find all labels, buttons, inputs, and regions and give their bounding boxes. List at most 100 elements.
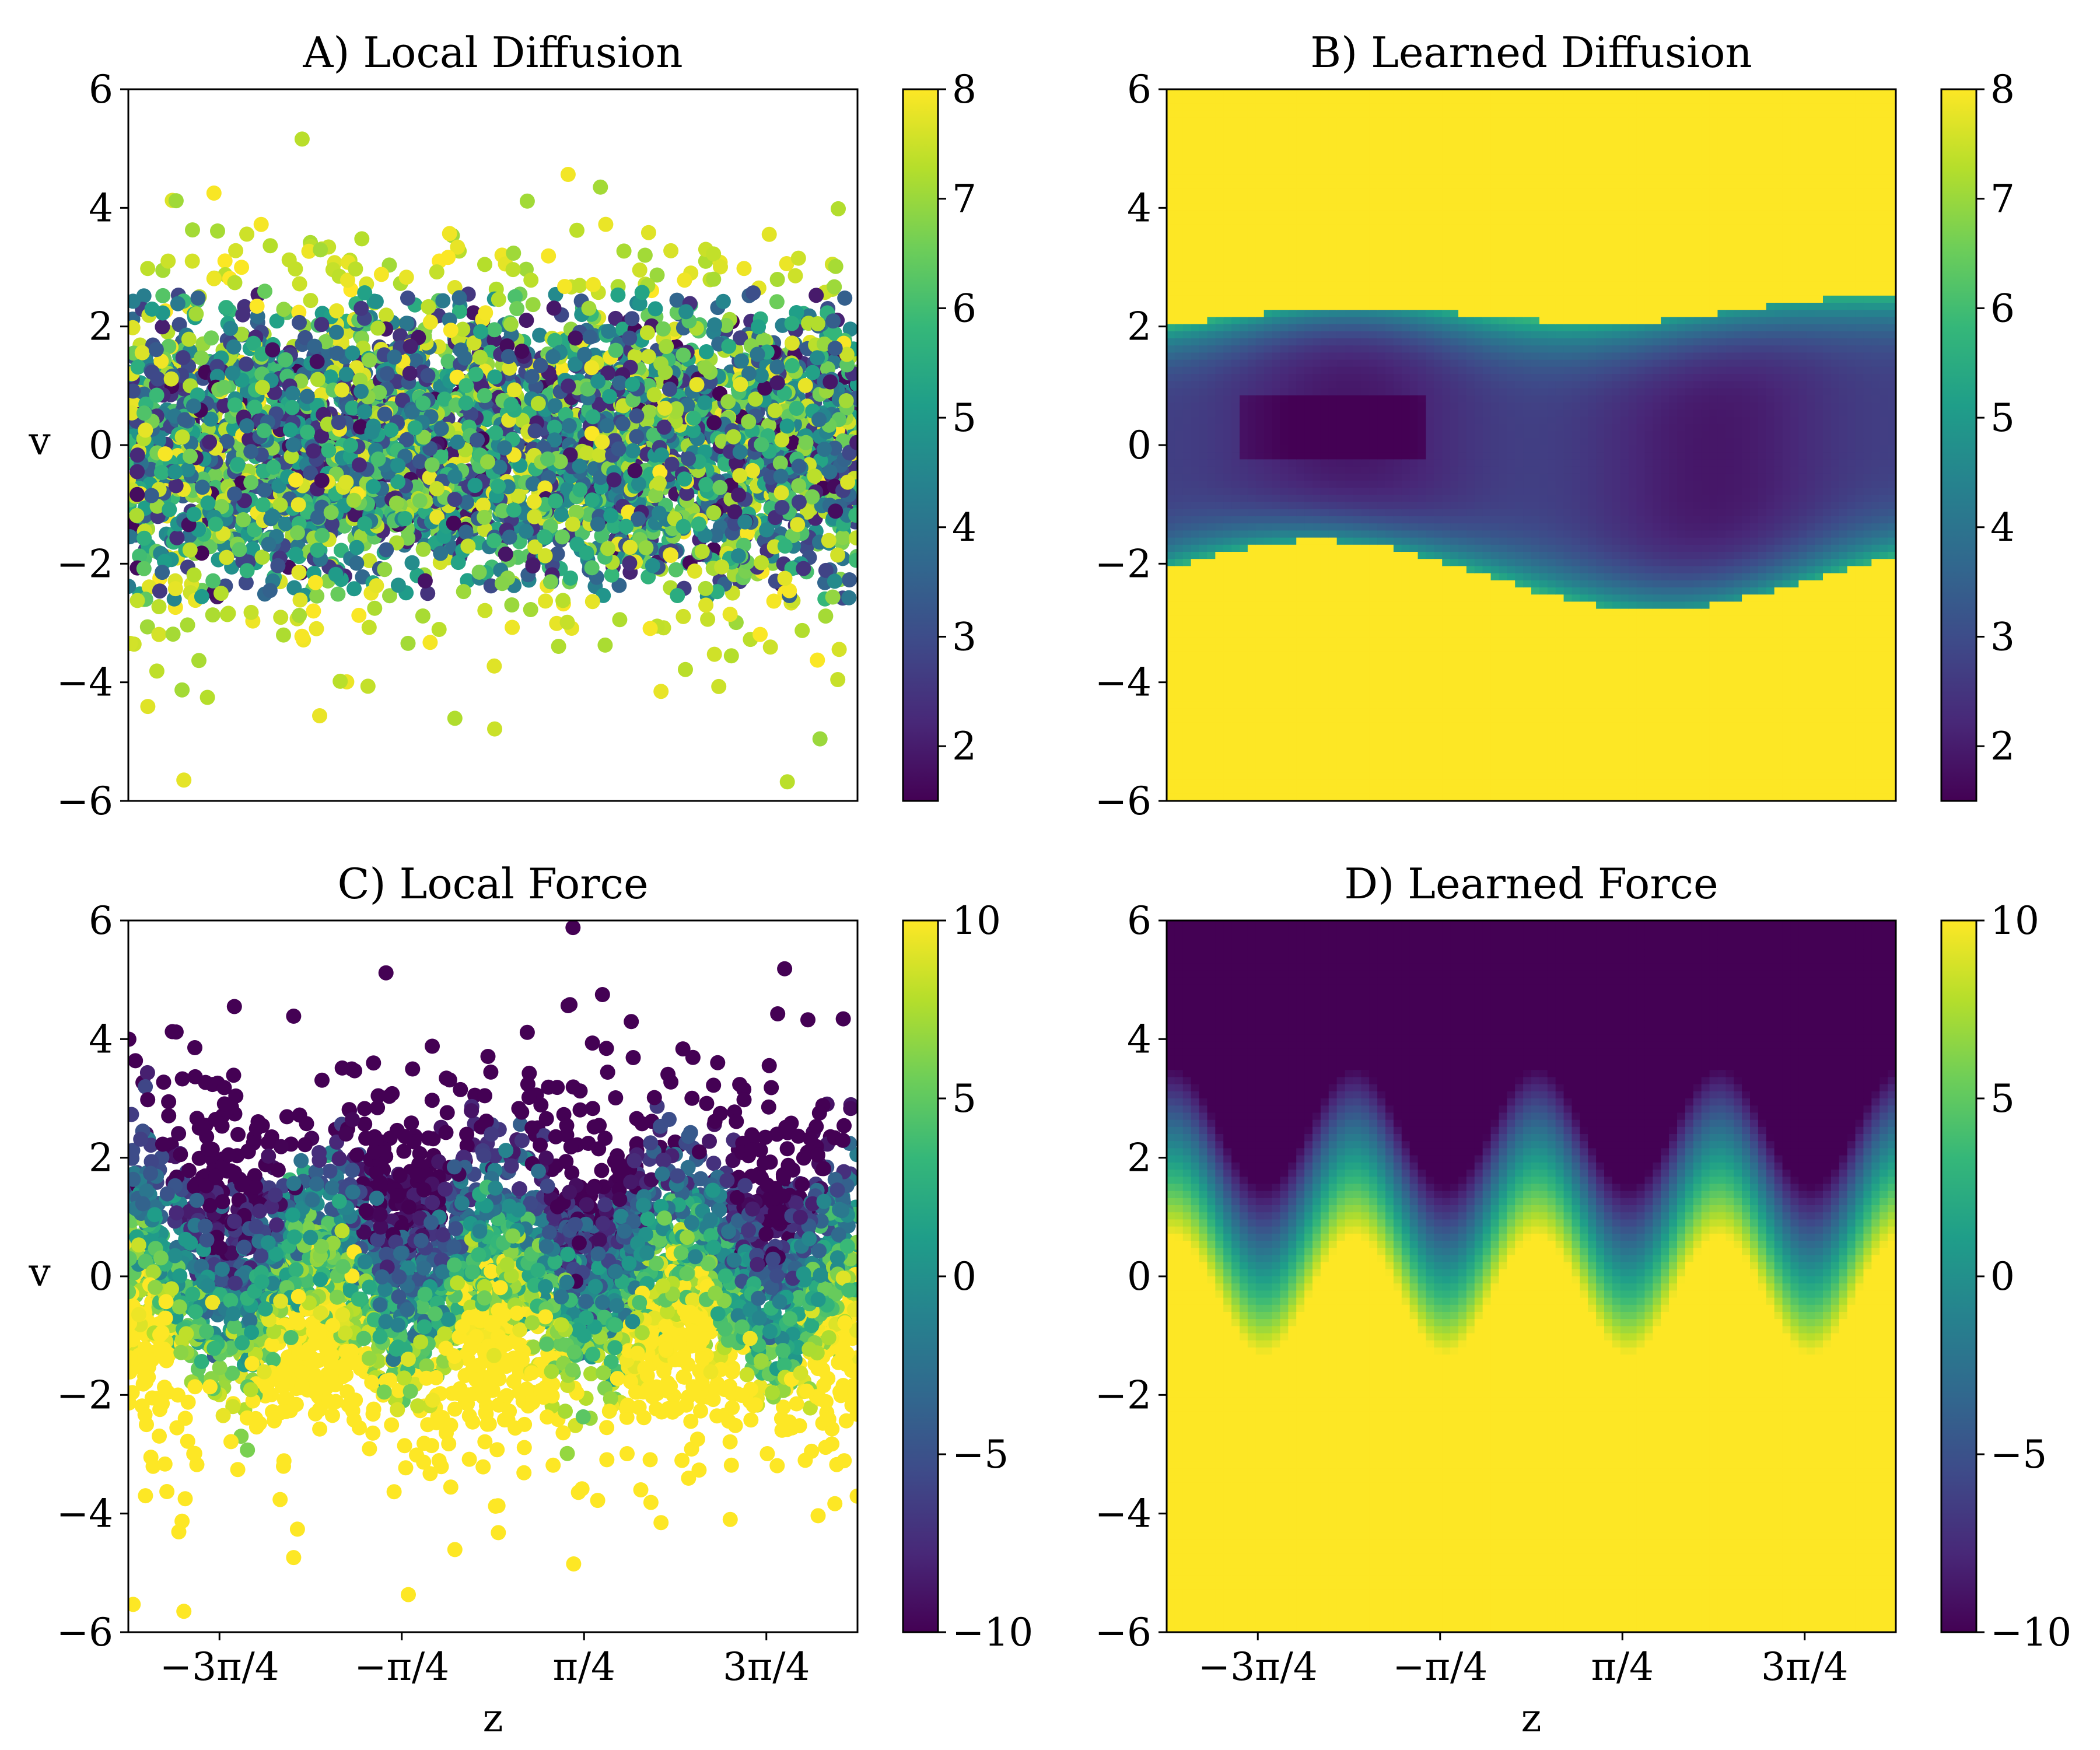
scatter-point — [307, 338, 323, 354]
scatter-point — [288, 547, 303, 562]
scatter-point — [370, 452, 386, 467]
heatmap-cell — [1167, 96, 1175, 104]
scatter-point — [429, 509, 445, 525]
scatter-point — [560, 167, 576, 182]
scatter-point — [314, 473, 330, 488]
scatter-point — [408, 352, 424, 368]
scatter-point — [158, 446, 173, 462]
heatmap-cell — [1191, 110, 1200, 118]
heatmap-cell — [1223, 96, 1232, 104]
heatmap-cell — [1191, 666, 1200, 674]
scatter-point — [261, 537, 276, 552]
scatter-point — [821, 533, 836, 548]
scatter-point — [751, 319, 766, 335]
scatter-point — [825, 589, 841, 605]
scatter-point — [514, 344, 530, 359]
heatmap-cell — [1199, 324, 1208, 332]
heatmap-cell — [1167, 580, 1175, 588]
heatmap-cell — [1199, 751, 1208, 759]
heatmap-cell — [1215, 566, 1224, 574]
scatter-point — [284, 449, 299, 464]
scatter-point — [572, 278, 587, 293]
scatter-point — [648, 488, 664, 503]
scatter-point — [429, 264, 444, 280]
scatter-point — [685, 423, 701, 439]
heatmap-cell — [1223, 274, 1232, 282]
scatter-point — [415, 396, 431, 411]
scatter-point — [727, 504, 743, 520]
heatmap-cell — [1199, 758, 1208, 766]
scatter-point — [572, 482, 588, 498]
heatmap-cell — [1207, 708, 1216, 716]
scatter-point — [185, 222, 200, 238]
heatmap-cell — [1191, 239, 1200, 247]
scatter-point — [572, 459, 587, 474]
heatmap-cell — [1199, 352, 1208, 360]
heatmap-cell — [1207, 673, 1216, 681]
scatter-point — [210, 223, 225, 239]
scatter-point — [757, 380, 773, 396]
heatmap-cell — [1199, 516, 1208, 524]
scatter-point — [593, 179, 608, 195]
scatter-point — [208, 516, 223, 532]
scatter-point — [708, 527, 723, 543]
scatter-point — [639, 325, 655, 341]
heatmap-cell — [1199, 651, 1208, 659]
heatmap-cell — [1182, 274, 1192, 282]
scatter-point — [450, 434, 466, 450]
scatter-point — [537, 529, 552, 545]
heatmap-cell — [1167, 410, 1175, 417]
heatmap-cell — [1223, 395, 1232, 403]
scatter-point — [294, 628, 310, 644]
scatter-point — [373, 267, 389, 282]
heatmap-cell — [1215, 516, 1224, 524]
heatmap-cell — [1182, 744, 1192, 752]
heatmap-cell — [1182, 566, 1192, 574]
heatmap-cell — [1191, 374, 1200, 382]
heatmap-cell — [1174, 338, 1184, 346]
heatmap-cell — [1182, 210, 1192, 218]
heatmap-cell — [1182, 488, 1192, 496]
scatter-point — [784, 316, 800, 331]
scatter-point — [598, 216, 614, 232]
scatter-point — [181, 331, 197, 347]
heatmap-cell — [1174, 224, 1184, 232]
heatmap-cell — [1191, 737, 1200, 745]
scatter-point — [631, 511, 646, 527]
heatmap-cell — [1182, 793, 1192, 801]
scatter-point — [265, 459, 281, 475]
heatmap-cell — [1191, 181, 1200, 190]
scatter-point — [741, 414, 757, 429]
heatmap-cell — [1167, 338, 1175, 346]
heatmap-cell — [1167, 708, 1175, 716]
scatter-point — [292, 276, 307, 292]
heatmap-cell — [1167, 445, 1175, 453]
scatter-point — [600, 365, 616, 381]
scatter-point — [357, 516, 373, 531]
heatmap-cell — [1167, 744, 1175, 752]
heatmap-cell — [1199, 416, 1208, 425]
scatter-point — [769, 272, 785, 287]
scatter-point — [273, 610, 289, 625]
heatmap-cell — [1191, 310, 1200, 318]
scatter-point — [506, 502, 522, 518]
scatter-point — [822, 374, 838, 390]
heatmap-cell — [1167, 203, 1175, 211]
colorbar-tick-label: 4 — [952, 505, 977, 550]
scatter-point — [477, 603, 493, 618]
scatter-point — [168, 478, 184, 494]
scatter-point — [606, 472, 622, 488]
heatmap-cell — [1207, 637, 1216, 645]
heatmap-cell — [1167, 509, 1175, 517]
heatmap-cell — [1199, 132, 1208, 140]
heatmap-cell — [1167, 772, 1175, 780]
scatter-point — [523, 272, 539, 288]
heatmap-cell — [1182, 573, 1192, 581]
heatmap-cell — [1174, 644, 1184, 652]
heatmap-cell — [1182, 402, 1192, 410]
heatmap-cell — [1174, 772, 1184, 780]
scatter-point — [288, 261, 303, 276]
scatter-point — [442, 226, 457, 242]
heatmap-cell — [1223, 224, 1232, 232]
heatmap-cell — [1191, 295, 1200, 303]
